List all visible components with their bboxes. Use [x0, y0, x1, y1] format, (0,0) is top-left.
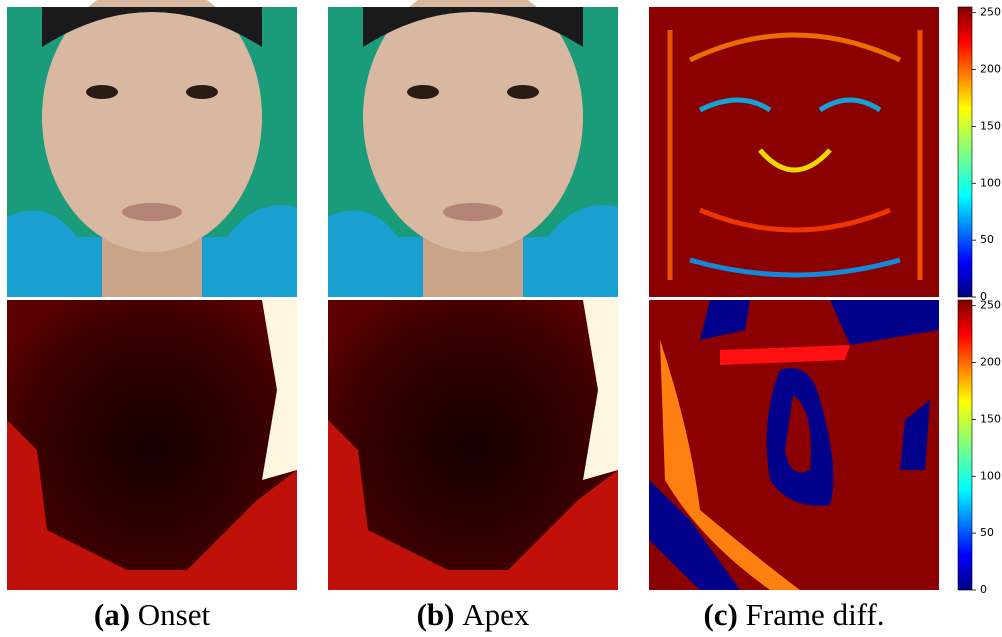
apex-image [328, 0, 618, 297]
frame-diff-image [649, 7, 939, 297]
apex-depth [328, 300, 618, 590]
colorbar [958, 300, 972, 590]
colorbar [958, 7, 972, 297]
caption-text: Frame diff. [746, 597, 885, 632]
caption: (b) Apex [417, 597, 530, 632]
tick-label: 200 [980, 63, 1001, 76]
tick-label: 100 [980, 176, 1001, 189]
caption-label: (a) [94, 597, 130, 632]
tick-label: 0 [980, 583, 987, 596]
tick-label: 150 [980, 119, 1001, 132]
tick-label: 250 [980, 6, 1001, 19]
tick-label: 250 [980, 299, 1001, 312]
caption: (c) Frame diff. [703, 597, 884, 632]
onset-image [7, 0, 297, 297]
caption-text: Onset [138, 597, 211, 632]
caption: (a) Onset [94, 597, 211, 632]
tick-label: 150 [980, 412, 1001, 425]
caption-label: (b) [417, 597, 455, 632]
frame-diff-depth [649, 300, 939, 590]
tick-label: 200 [980, 356, 1001, 369]
caption-label: (c) [703, 597, 737, 632]
caption-text: Apex [462, 597, 530, 632]
tick-label: 100 [980, 469, 1001, 482]
tick-label: 50 [980, 233, 994, 246]
tick-label: 50 [980, 526, 994, 539]
onset-depth [7, 300, 297, 590]
figure: 050100150200250050100150200250 (a) Onset… [0, 0, 1002, 637]
